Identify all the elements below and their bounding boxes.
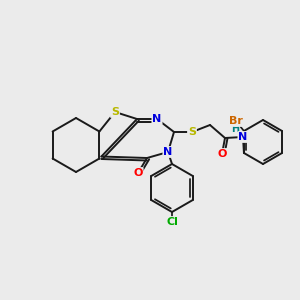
Text: N: N bbox=[164, 147, 172, 157]
Text: Cl: Cl bbox=[166, 217, 178, 227]
Text: H: H bbox=[231, 124, 239, 134]
Text: Br: Br bbox=[229, 116, 243, 126]
Text: O: O bbox=[217, 149, 227, 159]
Text: S: S bbox=[111, 107, 119, 117]
Text: S: S bbox=[188, 127, 196, 137]
Text: N: N bbox=[238, 132, 247, 142]
Text: O: O bbox=[133, 168, 143, 178]
Text: N: N bbox=[152, 114, 162, 124]
